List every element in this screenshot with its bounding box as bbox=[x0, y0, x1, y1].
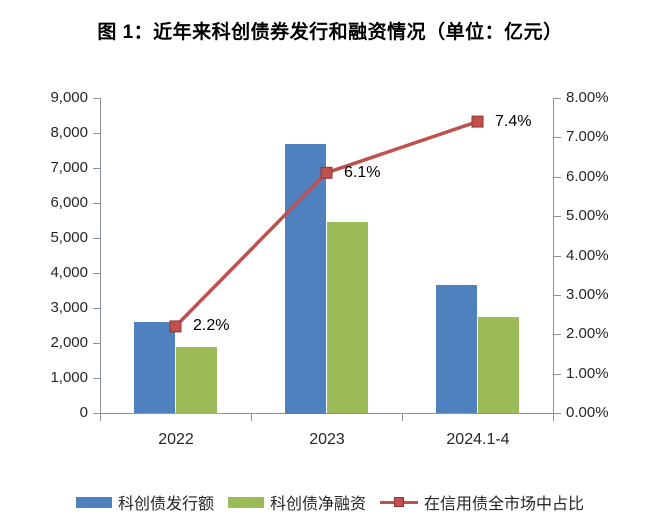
legend-swatch-net-financing bbox=[227, 496, 264, 508]
y-axis-right-label: 2.00% bbox=[566, 325, 609, 342]
line-square-marker-2022 bbox=[169, 320, 182, 333]
y-axis-right-label: 6.00% bbox=[566, 168, 609, 185]
legend: 科创债发行额 科创债净融资 在信用债全市场中占比 bbox=[0, 490, 660, 514]
line-square-marker-2024.1-4 bbox=[471, 115, 484, 128]
bar-net-financing-2024.1-4 bbox=[478, 317, 519, 413]
y-axis-left-tick bbox=[93, 413, 100, 414]
y-axis-left-tick bbox=[93, 98, 100, 99]
x-axis-tick bbox=[553, 414, 554, 421]
y-axis-right-label: 5.00% bbox=[566, 207, 609, 224]
y-axis-left-label: 5,000 bbox=[50, 229, 88, 246]
legend-item-market-share: 在信用债全市场中占比 bbox=[380, 490, 584, 514]
y-axis-right-tick bbox=[554, 216, 561, 217]
y-axis-right-label: 4.00% bbox=[566, 247, 609, 264]
x-axis-category-label: 2024.1-4 bbox=[446, 431, 510, 448]
legend-square-marker-icon bbox=[394, 497, 404, 507]
y-axis-right-label: 8.00% bbox=[566, 89, 609, 106]
legend-label-issuance: 科创债发行额 bbox=[117, 496, 214, 513]
legend-label-market-share: 在信用债全市场中占比 bbox=[424, 496, 585, 513]
y-axis-left-tick bbox=[93, 168, 100, 169]
legend-item-net-financing: 科创债净融资 bbox=[227, 490, 366, 514]
legend-swatch-issuance bbox=[75, 496, 112, 508]
y-axis-left-label: 4,000 bbox=[50, 264, 88, 281]
y-axis-left-tick bbox=[93, 308, 100, 309]
market-share-line bbox=[174, 119, 479, 328]
bar-issuance-2022 bbox=[134, 322, 175, 413]
y-axis-left-label: 8,000 bbox=[50, 124, 88, 141]
bar-net-financing-2022 bbox=[176, 347, 217, 414]
y-axis-left-label: 1,000 bbox=[50, 369, 88, 386]
legend-swatch-line-marker-icon bbox=[380, 496, 418, 508]
bar-issuance-2024.1-4 bbox=[436, 285, 477, 413]
line-data-label-2024.1-4: 7.4% bbox=[495, 113, 532, 130]
x-axis-tick bbox=[100, 414, 101, 421]
y-axis-left-label: 6,000 bbox=[50, 194, 88, 211]
bar-net-financing-2023 bbox=[327, 222, 368, 413]
x-axis bbox=[100, 413, 554, 414]
y-axis-right-tick bbox=[554, 137, 561, 138]
y-axis-left-tick bbox=[93, 378, 100, 379]
y-axis-right-label: 3.00% bbox=[566, 286, 609, 303]
y-axis-right-tick bbox=[554, 374, 561, 375]
y-axis-right bbox=[553, 98, 554, 414]
y-axis-left-label: 7,000 bbox=[50, 159, 88, 176]
y-axis-left-label: 2,000 bbox=[50, 334, 88, 351]
line-data-label-2022: 2.2% bbox=[193, 317, 230, 334]
y-axis-right-label: 7.00% bbox=[566, 128, 609, 145]
y-axis-left-tick bbox=[93, 203, 100, 204]
line-square-marker-2023 bbox=[320, 166, 333, 179]
y-axis-left bbox=[100, 98, 101, 414]
chart-title: 图 1：近年来科创债券发行和融资情况（单位：亿元） bbox=[97, 22, 563, 43]
x-axis-category-label: 2022 bbox=[158, 431, 194, 448]
y-axis-left-tick bbox=[93, 343, 100, 344]
y-axis-right-tick bbox=[554, 177, 561, 178]
y-axis-left-label: 3,000 bbox=[50, 299, 88, 316]
legend-label-net-financing: 科创债净融资 bbox=[269, 496, 366, 513]
x-axis-tick bbox=[402, 414, 403, 421]
y-axis-left-label: 0 bbox=[79, 404, 88, 421]
x-axis-category-label: 2023 bbox=[309, 431, 345, 448]
y-axis-right-tick bbox=[554, 256, 561, 257]
y-axis-right-label: 0.00% bbox=[566, 404, 609, 421]
y-axis-left-tick bbox=[93, 273, 100, 274]
y-axis-right-tick bbox=[554, 334, 561, 335]
y-axis-right-label: 1.00% bbox=[566, 365, 609, 382]
legend-item-issuance: 科创债发行额 bbox=[75, 490, 214, 514]
y-axis-right-tick bbox=[554, 98, 561, 99]
y-axis-left-tick bbox=[93, 133, 100, 134]
y-axis-right-tick bbox=[554, 413, 561, 414]
y-axis-left-tick bbox=[93, 238, 100, 239]
y-axis-left-label: 9,000 bbox=[50, 89, 88, 106]
x-axis-tick bbox=[251, 414, 252, 421]
bar-issuance-2023 bbox=[285, 144, 326, 414]
line-data-label-2023: 6.1% bbox=[344, 164, 381, 181]
y-axis-right-tick bbox=[554, 295, 561, 296]
